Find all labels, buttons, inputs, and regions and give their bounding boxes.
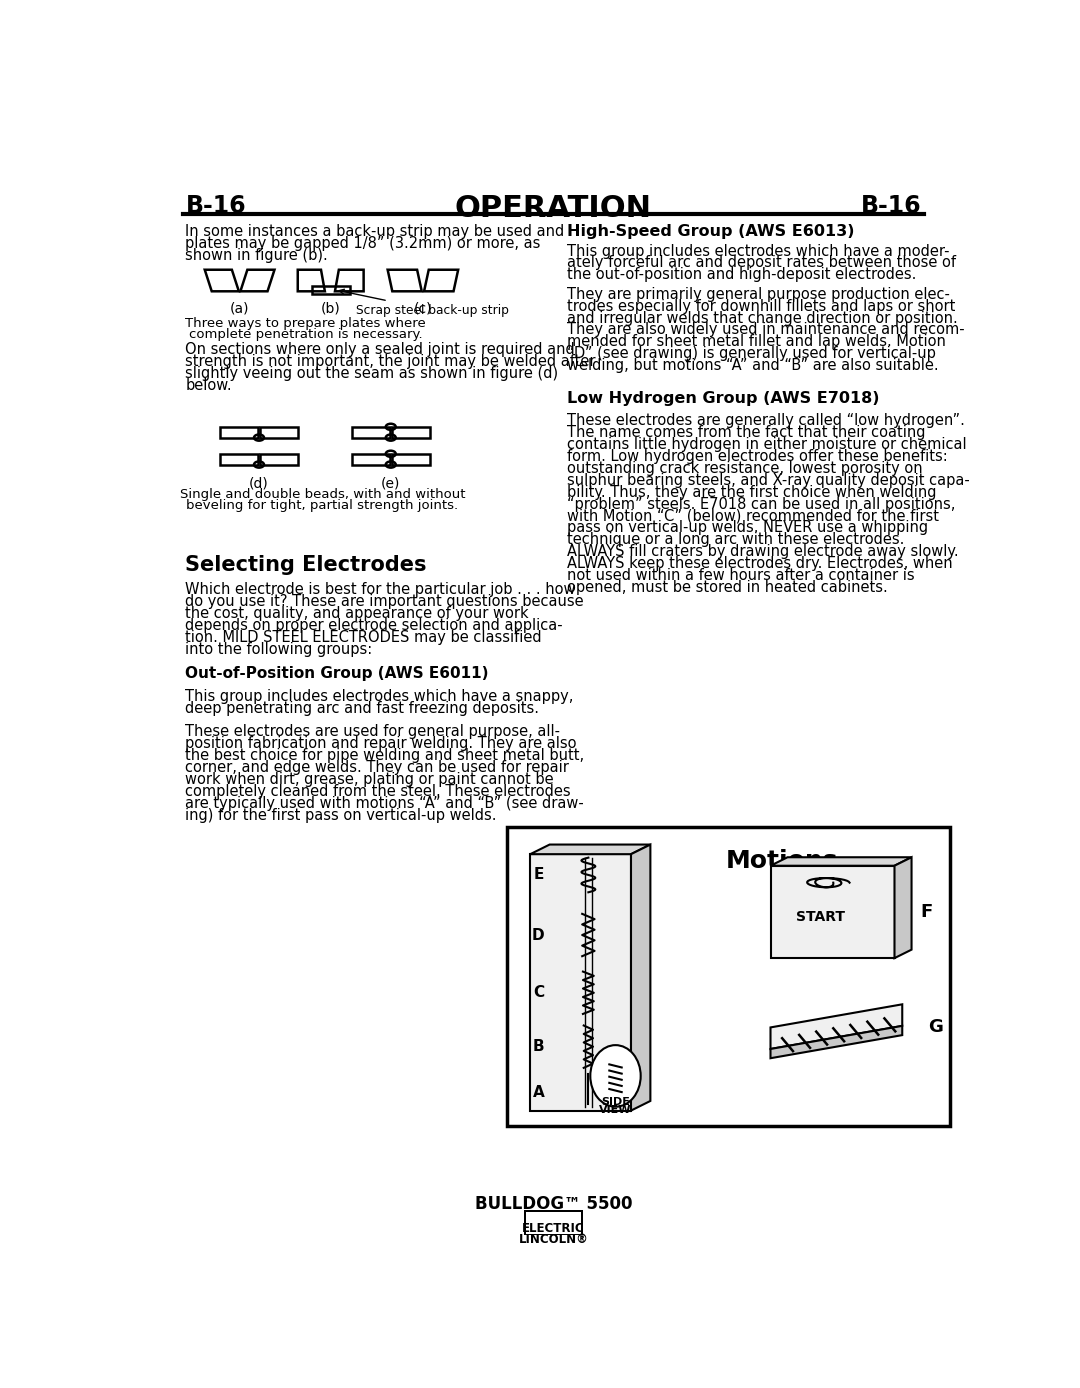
Text: The name comes from the fact that their coating: The name comes from the fact that their … [567,425,926,440]
Text: do you use it? These are important questions because: do you use it? These are important quest… [186,594,584,609]
Text: Scrap steel back-up strip: Scrap steel back-up strip [339,289,509,316]
Text: (b): (b) [321,301,340,315]
Text: This group includes electrodes which have a moder-: This group includes electrodes which hav… [567,243,950,258]
Polygon shape [530,844,650,854]
Text: LINCOLN®: LINCOLN® [518,1233,589,1246]
Text: welding, but motions “A” and “B” are also suitable.: welding, but motions “A” and “B” are als… [567,358,940,373]
Text: beveling for tight, partial strength joints.: beveling for tight, partial strength joi… [187,500,459,512]
Text: G: G [929,1017,944,1035]
Text: “D” (see drawing) is generally used for vertical-up: “D” (see drawing) is generally used for … [567,347,936,361]
Bar [507,827,950,1126]
Text: outstanding crack resistance, lowest porosity on: outstanding crack resistance, lowest por… [567,461,923,476]
Text: (c): (c) [414,301,432,315]
Text: work when dirt, grease, plating or paint cannot be: work when dirt, grease, plating or paint… [186,772,554,787]
Text: complete penetration is necessary.: complete penetration is necessary. [189,328,422,341]
Text: position fabrication and repair welding. They are also: position fabrication and repair welding.… [186,736,577,751]
Text: ALWAYS fill craters by drawing electrode away slowly.: ALWAYS fill craters by drawing electrode… [567,544,959,559]
Text: plates may be gapped 1/8” (3.2mm) or more, as: plates may be gapped 1/8” (3.2mm) or mor… [186,236,541,251]
Polygon shape [770,858,912,866]
Text: High-Speed Group (AWS E6013): High-Speed Group (AWS E6013) [567,225,855,239]
Polygon shape [770,866,894,958]
Text: ALWAYS keep these electrodes dry. Electrodes, when: ALWAYS keep these electrodes dry. Electr… [567,557,953,572]
Text: B-16: B-16 [186,193,246,218]
Text: They are also widely used in maintenance and recom-: They are also widely used in maintenance… [567,322,966,337]
Text: strength is not important, the joint may be welded after: strength is not important, the joint may… [186,354,596,369]
Text: and irregular welds that change direction or position.: and irregular welds that change directio… [567,311,958,326]
Text: These electrodes are generally called “low hydrogen”.: These electrodes are generally called “l… [567,414,966,428]
Text: BULLDOG™ 5500: BULLDOG™ 5500 [475,1195,632,1213]
Text: contains little hydrogen in either moisture or chemical: contains little hydrogen in either moist… [567,437,967,452]
Text: are typically used with motions “A” and “B” (see draw-: are typically used with motions “A” and … [186,795,584,811]
Text: Low Hydrogen Group (AWS E7018): Low Hydrogen Group (AWS E7018) [567,391,880,407]
Text: the best choice for pipe welding and sheet metal butt,: the best choice for pipe welding and she… [186,748,584,763]
Text: ing) for the first pass on vertical-up welds.: ing) for the first pass on vertical-up w… [186,808,497,823]
Text: form. Low hydrogen electrodes offer these benefits:: form. Low hydrogen electrodes offer thes… [567,448,948,464]
Text: below.: below. [186,378,232,393]
Text: ELECTRIC: ELECTRIC [523,1223,584,1235]
Text: They are primarily general purpose production elec-: They are primarily general purpose produ… [567,287,950,301]
Text: pass on vertical-up welds. NEVER use a whipping: pass on vertical-up welds. NEVER use a w… [567,520,929,536]
Text: deep penetrating arc and fast freezing deposits.: deep penetrating arc and fast freezing d… [186,701,539,716]
Polygon shape [530,854,631,1110]
Text: VIEW: VIEW [599,1105,632,1115]
Text: ately forceful arc and deposit rates between those of: ately forceful arc and deposit rates bet… [567,255,957,271]
Polygon shape [770,1026,902,1058]
Text: opened, must be stored in heated cabinets.: opened, must be stored in heated cabinet… [567,580,888,595]
Text: These electrodes are used for general purpose, all-: These electrodes are used for general pu… [186,725,561,738]
Text: into the following groups:: into the following groups: [186,643,373,657]
Text: C: C [534,985,544,1001]
Text: the out-of-position and high-deposit electrodes.: the out-of-position and high-deposit ele… [567,268,917,282]
Bar [312,286,350,294]
Text: mended for sheet metal fillet and lap welds. Motion: mended for sheet metal fillet and lap we… [567,335,946,350]
Polygon shape [770,1005,902,1049]
Text: with Motion “C” (below) recommended for the first: with Motion “C” (below) recommended for … [567,508,940,523]
Text: Selecting Electrodes: Selecting Electrodes [186,555,427,576]
Text: Three ways to prepare plates where: Three ways to prepare plates where [185,318,426,330]
Text: START: START [796,909,845,923]
Text: corner, and edge welds. They can be used for repair: corner, and edge welds. They can be used… [186,759,569,775]
Bar [524,1210,583,1237]
Text: shown in figure (b).: shown in figure (b). [186,248,328,264]
Text: Motions: Motions [726,849,838,873]
Text: D: D [531,927,544,942]
Text: trodes especially for downhill fillets and laps or short: trodes especially for downhill fillets a… [567,298,956,314]
Text: F: F [921,904,933,920]
Polygon shape [631,844,650,1110]
Text: Out-of-Position Group (AWS E6011): Out-of-Position Group (AWS E6011) [186,665,489,680]
Text: not used within a few hours after a container is: not used within a few hours after a cont… [567,568,915,583]
Text: depends on proper electrode selection and applica-: depends on proper electrode selection an… [186,618,563,633]
Text: (a): (a) [230,301,249,315]
Text: SIDE: SIDE [602,1098,630,1108]
Bar [526,1212,581,1223]
Text: “problem” steels. E7018 can be used in all positions,: “problem” steels. E7018 can be used in a… [567,497,956,512]
Text: On sections where only a sealed joint is required and: On sections where only a sealed joint is… [186,341,576,357]
Text: A: A [532,1085,544,1101]
Text: Which electrode is best for the particular job . . . how: Which electrode is best for the particul… [186,583,576,597]
Text: technique or a long arc with these electrodes.: technique or a long arc with these elect… [567,533,905,547]
Text: This group includes electrodes which have a snappy,: This group includes electrodes which hav… [186,688,573,704]
Text: the cost, quality, and appearance of your work: the cost, quality, and appearance of you… [186,607,529,622]
Text: (d): (d) [249,477,269,491]
Text: tion. MILD STEEL ELECTRODES may be classified: tion. MILD STEEL ELECTRODES may be class… [186,630,542,645]
Text: B: B [532,1040,544,1053]
Text: bility. Thus, they are the first choice when welding: bility. Thus, they are the first choice … [567,484,937,500]
Text: Single and double beads, with and without: Single and double beads, with and withou… [179,489,465,501]
Bar [526,1223,581,1234]
Polygon shape [894,858,912,958]
Text: (e): (e) [381,477,401,491]
Text: OPERATION: OPERATION [455,193,652,222]
Text: sulphur bearing steels, and X-ray quality deposit capa-: sulphur bearing steels, and X-ray qualit… [567,473,970,487]
Text: completely cleaned from the steel. These electrodes: completely cleaned from the steel. These… [186,784,571,798]
Ellipse shape [591,1045,640,1106]
Text: slightly veeing out the seam as shown in figure (d): slightly veeing out the seam as shown in… [186,366,558,380]
Text: In some instances a back-up strip may be used and: In some instances a back-up strip may be… [186,225,565,239]
Text: E: E [534,868,544,883]
Text: B-16: B-16 [861,193,921,218]
